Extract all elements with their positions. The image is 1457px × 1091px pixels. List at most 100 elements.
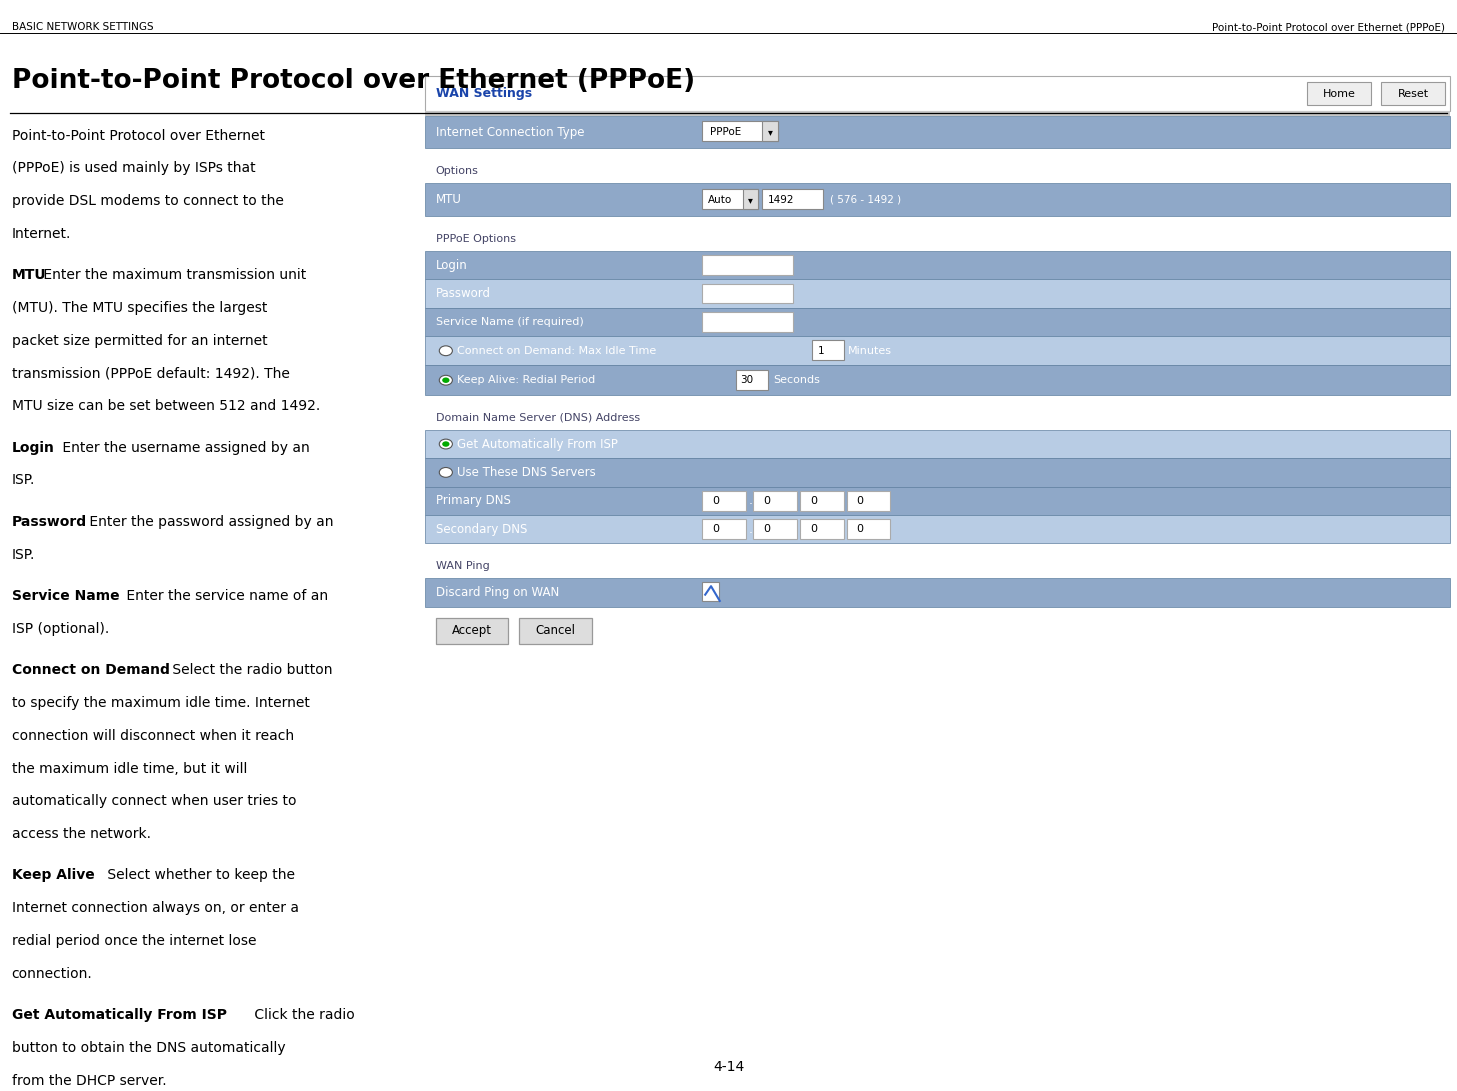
Bar [762,189,823,208]
Circle shape [439,346,452,356]
Text: Internet connection always on, or enter a: Internet connection always on, or enter … [12,901,299,915]
Text: access the network.: access the network. [12,827,150,841]
Text: (PPPoE) is used mainly by ISPs that: (PPPoE) is used mainly by ISPs that [12,161,255,176]
Text: Home: Home [1323,88,1355,99]
Text: 0: 0 [810,524,817,535]
Text: MTU: MTU [436,193,462,206]
Text: PPPoE Options: PPPoE Options [436,233,516,244]
Text: 0: 0 [857,524,864,535]
Text: Enter the maximum transmission unit: Enter the maximum transmission unit [39,268,306,283]
Bar [702,312,793,332]
Bar [425,430,1450,458]
Bar [425,336,1450,365]
Bar [425,487,1450,515]
Text: MTU: MTU [12,268,47,283]
Circle shape [439,468,452,478]
Text: 0: 0 [810,495,817,506]
Bar [753,519,797,539]
Text: Connect on Demand: Max Idle Time: Connect on Demand: Max Idle Time [457,346,657,356]
Bar [702,189,758,208]
Circle shape [443,442,449,447]
Text: 4-14: 4-14 [712,1060,745,1074]
Text: ISP.: ISP. [12,548,35,562]
Bar [425,365,1450,395]
Text: Get Automatically From ISP: Get Automatically From ISP [12,1008,227,1022]
Bar [425,308,1450,336]
Bar [519,618,592,644]
Text: .: . [749,494,753,507]
Bar [743,189,758,208]
Bar [425,116,1450,148]
Text: Service Name: Service Name [12,589,119,603]
Text: Select the radio button: Select the radio button [168,663,332,678]
Text: Primary DNS: Primary DNS [436,494,510,507]
Text: (MTU). The MTU specifies the largest: (MTU). The MTU specifies the largest [12,301,267,315]
Text: Secondary DNS: Secondary DNS [436,523,527,536]
Text: packet size permitted for an internet: packet size permitted for an internet [12,334,267,348]
Text: 0: 0 [763,495,771,506]
Text: MTU size can be set between 512 and 1492.: MTU size can be set between 512 and 1492… [12,399,321,413]
Text: Select whether to keep the: Select whether to keep the [103,868,296,883]
Bar [702,284,793,303]
Bar [702,519,746,539]
Bar [753,491,797,511]
Bar [425,458,1450,487]
Bar [702,583,718,601]
Text: Get Automatically From ISP: Get Automatically From ISP [457,437,618,451]
Text: Enter the password assigned by an: Enter the password assigned by an [85,515,334,529]
Text: Seconds: Seconds [774,375,820,385]
Text: Login: Login [12,441,54,455]
Bar [847,491,890,511]
Bar [812,340,844,360]
Text: connection.: connection. [12,967,92,981]
Text: Options: Options [436,166,478,177]
Text: .: . [800,523,804,536]
Text: to specify the maximum idle time. Internet: to specify the maximum idle time. Intern… [12,696,309,710]
Text: ▾: ▾ [747,194,753,205]
Text: ( 576 - 1492 ): ( 576 - 1492 ) [830,194,902,205]
Text: Password: Password [436,287,491,300]
Text: Cancel: Cancel [535,624,576,637]
Text: .: . [847,494,851,507]
Text: Accept: Accept [452,624,492,637]
Text: ISP (optional).: ISP (optional). [12,622,109,636]
Text: 0: 0 [763,524,771,535]
Bar [1307,82,1371,105]
Bar [425,578,1450,607]
Text: automatically connect when user tries to: automatically connect when user tries to [12,794,296,808]
Text: transmission (PPPoE default: 1492). The: transmission (PPPoE default: 1492). The [12,367,290,381]
Bar [425,76,1450,111]
Text: provide DSL modems to connect to the: provide DSL modems to connect to the [12,194,284,208]
Bar [425,183,1450,216]
Text: 0: 0 [712,524,720,535]
Bar [425,111,1450,116]
Text: Domain Name Server (DNS) Address: Domain Name Server (DNS) Address [436,412,640,423]
Bar [800,491,844,511]
Bar [425,251,1450,279]
Text: Reset: Reset [1397,88,1429,99]
Text: from the DHCP server.: from the DHCP server. [12,1074,166,1088]
Bar [702,491,746,511]
Text: the maximum idle time, but it will: the maximum idle time, but it will [12,762,248,776]
Text: 0: 0 [857,495,864,506]
Text: Keep Alive: Keep Alive [12,868,95,883]
Bar [1381,82,1445,105]
Text: Login: Login [436,259,468,272]
Text: Minutes: Minutes [848,346,892,356]
Text: Point-to-Point Protocol over Ethernet (PPPoE): Point-to-Point Protocol over Ethernet (P… [12,68,695,94]
Text: Click the radio: Click the radio [251,1008,356,1022]
Text: 1: 1 [817,346,825,356]
Bar [702,255,793,275]
Text: Use These DNS Servers: Use These DNS Servers [457,466,596,479]
Text: .: . [800,494,804,507]
Text: Keep Alive: Redial Period: Keep Alive: Redial Period [457,375,596,385]
Circle shape [439,375,452,385]
Text: 30: 30 [740,375,753,385]
Bar [847,519,890,539]
Bar [436,618,508,644]
Bar [702,121,778,141]
Text: Enter the username assigned by an: Enter the username assigned by an [57,441,309,455]
Text: 0: 0 [712,495,720,506]
Text: connection will disconnect when it reach: connection will disconnect when it reach [12,729,294,743]
Text: .: . [847,523,851,536]
